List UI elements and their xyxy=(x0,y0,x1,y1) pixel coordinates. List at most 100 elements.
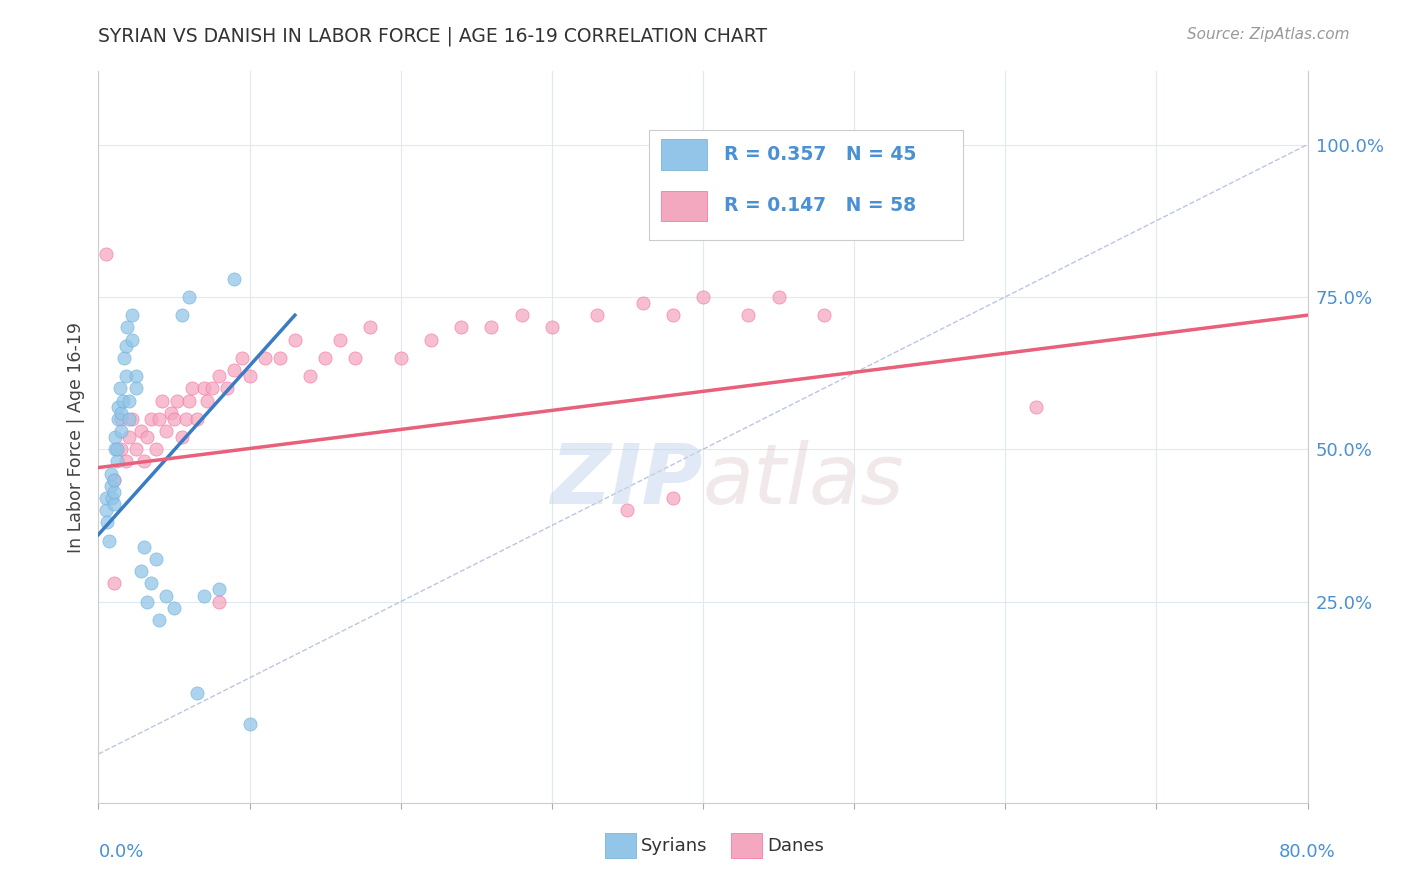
Point xyxy=(125,442,148,457)
Point xyxy=(170,430,193,444)
Point xyxy=(148,613,170,627)
Point xyxy=(118,412,141,426)
Point xyxy=(481,320,503,334)
Text: ZIP: ZIP xyxy=(550,441,703,522)
Point xyxy=(179,290,201,304)
Text: 0.0%: 0.0% xyxy=(98,843,143,861)
Point xyxy=(121,412,143,426)
Point xyxy=(329,333,352,347)
Point xyxy=(121,308,143,322)
Point xyxy=(125,381,148,395)
Point xyxy=(420,333,443,347)
Point xyxy=(114,369,136,384)
Point xyxy=(813,308,835,322)
Point xyxy=(224,363,246,377)
Point xyxy=(186,686,208,700)
Point xyxy=(132,454,155,468)
Point xyxy=(108,381,131,395)
Point xyxy=(103,576,125,591)
Point xyxy=(269,351,291,365)
Point xyxy=(103,497,125,511)
Point xyxy=(208,594,231,608)
Point xyxy=(661,308,683,322)
Point xyxy=(145,442,167,457)
Point xyxy=(94,503,117,517)
FancyBboxPatch shape xyxy=(661,139,707,170)
Text: atlas: atlas xyxy=(703,441,904,522)
Point xyxy=(1024,400,1046,414)
Point xyxy=(145,552,167,566)
Point xyxy=(150,393,173,408)
Point xyxy=(208,582,231,597)
Text: Source: ZipAtlas.com: Source: ZipAtlas.com xyxy=(1187,27,1350,42)
Text: Syrians: Syrians xyxy=(641,837,707,855)
Point xyxy=(231,351,253,365)
Point xyxy=(692,290,714,304)
Point xyxy=(737,308,759,322)
Text: Danes: Danes xyxy=(768,837,824,855)
Point xyxy=(193,589,215,603)
Point xyxy=(299,369,322,384)
Point xyxy=(195,393,218,408)
Point xyxy=(253,351,276,365)
Point xyxy=(105,454,128,468)
Point xyxy=(103,473,125,487)
Point xyxy=(661,491,683,505)
Point xyxy=(586,308,609,322)
Point xyxy=(125,369,148,384)
Point xyxy=(201,381,224,395)
Point xyxy=(450,320,472,334)
Point xyxy=(118,393,141,408)
Point xyxy=(110,424,132,438)
Point xyxy=(163,600,186,615)
Text: SYRIAN VS DANISH IN LABOR FORCE | AGE 16-19 CORRELATION CHART: SYRIAN VS DANISH IN LABOR FORCE | AGE 16… xyxy=(98,27,768,46)
Point xyxy=(103,485,125,500)
Y-axis label: In Labor Force | Age 16-19: In Labor Force | Age 16-19 xyxy=(66,322,84,552)
Point xyxy=(104,430,127,444)
Point xyxy=(193,381,215,395)
Point xyxy=(389,351,412,365)
Point xyxy=(110,412,132,426)
Point xyxy=(155,589,177,603)
Point xyxy=(107,412,129,426)
Point xyxy=(98,533,121,548)
Point xyxy=(208,369,231,384)
Point xyxy=(616,503,638,517)
Point xyxy=(129,564,152,578)
Point xyxy=(163,412,186,426)
Point xyxy=(96,516,118,530)
Point xyxy=(186,412,208,426)
Point xyxy=(135,594,157,608)
Point xyxy=(129,424,152,438)
Point xyxy=(94,247,117,261)
Point xyxy=(141,576,163,591)
Point xyxy=(314,351,336,365)
Point xyxy=(115,320,138,334)
Point xyxy=(540,320,562,334)
Point xyxy=(215,381,238,395)
Text: R = 0.357   N = 45: R = 0.357 N = 45 xyxy=(724,145,915,163)
Point xyxy=(105,442,128,457)
Point xyxy=(344,351,367,365)
Point xyxy=(101,491,124,505)
Point xyxy=(160,406,183,420)
Point xyxy=(239,716,262,731)
Point xyxy=(100,467,122,481)
Point xyxy=(132,540,155,554)
Point xyxy=(181,381,204,395)
Point xyxy=(110,406,132,420)
Point xyxy=(224,271,246,285)
Point xyxy=(510,308,533,322)
Point xyxy=(239,369,262,384)
FancyBboxPatch shape xyxy=(648,130,963,240)
Point xyxy=(114,454,136,468)
Point xyxy=(104,442,127,457)
Point xyxy=(118,430,141,444)
Point xyxy=(100,479,122,493)
Point xyxy=(114,338,136,352)
Point xyxy=(94,491,117,505)
Point xyxy=(135,430,157,444)
Text: 80.0%: 80.0% xyxy=(1279,843,1336,861)
Point xyxy=(170,308,193,322)
Point xyxy=(148,412,170,426)
